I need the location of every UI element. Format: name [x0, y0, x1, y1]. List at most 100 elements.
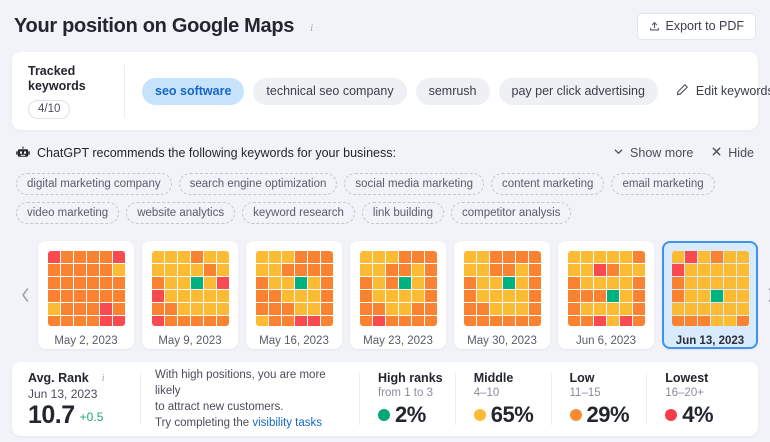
avg-rank-block: Avg. Rank i Jun 13, 2023 10.7 +0.5 — [28, 371, 140, 428]
heatmap-cell — [528, 316, 541, 326]
keyword-chip-technical-seo-company[interactable]: technical seo company — [253, 77, 407, 105]
heatmap-cell — [203, 303, 216, 315]
carousel-next-arrow[interactable] — [758, 239, 770, 351]
info-icon[interactable]: i — [310, 23, 313, 34]
heatmap-tile-date: Jun 13, 2023 — [675, 335, 745, 347]
heatmap-cell — [671, 277, 684, 289]
heatmap-cell — [632, 277, 645, 289]
hint-line-2: to attract new customers. — [155, 401, 284, 413]
hide-button[interactable]: Hide — [711, 146, 754, 160]
heatmap-cell — [411, 277, 424, 289]
recommended-keyword-chip[interactable]: digital marketing company — [16, 173, 172, 195]
heatmap-cell — [151, 290, 164, 302]
export-to-pdf-button[interactable]: Export to PDF — [636, 12, 756, 40]
heatmap-cell — [268, 264, 281, 276]
heatmap-tile[interactable]: May 30, 2023 — [454, 241, 550, 349]
heatmap-cell — [710, 264, 723, 276]
tracked-keywords-card: Tracked keywords 4/10 seo software techn… — [12, 52, 770, 130]
heatmap-cell — [281, 251, 294, 263]
heatmap-cell — [424, 277, 437, 289]
heatmap-cell — [190, 316, 203, 326]
heatmap-cell — [567, 264, 580, 276]
avg-rank-value-row: 10.7 +0.5 — [28, 402, 140, 428]
heatmap-cell — [112, 251, 125, 263]
recommended-keyword-chip[interactable]: link building — [361, 202, 444, 224]
keyword-chip-pay-per-click-advertising[interactable]: pay per click advertising — [498, 77, 658, 105]
show-more-button[interactable]: Show more — [613, 146, 693, 160]
heatmap-cell — [307, 290, 320, 302]
edit-keywords-button[interactable]: Edit keywords — [676, 83, 770, 99]
heatmap-tile[interactable]: May 9, 2023 — [142, 241, 238, 349]
heatmap-cell — [203, 251, 216, 263]
heatmap-cell — [515, 264, 528, 276]
recommended-keyword-chip[interactable]: keyword research — [242, 202, 355, 224]
heatmap-tile[interactable]: May 16, 2023 — [246, 241, 342, 349]
recommended-keyword-chip[interactable]: email marketing — [611, 173, 715, 195]
metric-label: High ranks — [378, 370, 443, 385]
avg-rank-delta: +0.5 — [79, 409, 104, 424]
recommended-keyword-chip[interactable]: video marketing — [16, 202, 120, 224]
heatmap-cell — [567, 251, 580, 263]
heatmap-cell — [320, 277, 333, 289]
heatmap-tile[interactable]: May 2, 2023 — [38, 241, 134, 349]
heatmap-cell — [528, 303, 541, 315]
heatmap-cell — [47, 277, 60, 289]
show-more-label: Show more — [630, 146, 694, 160]
recommended-keyword-chip[interactable]: website analytics — [126, 202, 236, 224]
tracked-keywords-label-line2: keywords — [28, 78, 86, 93]
heatmap-cell — [216, 316, 229, 326]
heatmap-grid — [671, 251, 749, 326]
visibility-tasks-link[interactable]: visibility tasks — [252, 417, 323, 429]
chatgpt-recommendations-header: ChatGPT recommends the following keyword… — [16, 142, 754, 164]
heatmap-cell — [86, 290, 99, 302]
heatmap-tile[interactable]: Jun 6, 2023 — [558, 241, 654, 349]
heatmap-tile[interactable]: May 23, 2023 — [350, 241, 446, 349]
heatmap-cell — [216, 277, 229, 289]
heatmap-cell — [736, 277, 749, 289]
heatmap-cell — [112, 316, 125, 326]
heatmap-cell — [398, 251, 411, 263]
heatmap-cell — [86, 251, 99, 263]
heatmap-cell — [619, 277, 632, 289]
heatmap-cell — [632, 303, 645, 315]
carousel-prev-arrow[interactable] — [12, 239, 38, 351]
avg-rank-info-icon[interactable]: i — [101, 372, 105, 384]
heatmap-tile-date: May 2, 2023 — [54, 335, 118, 347]
heatmap-grid — [255, 251, 333, 326]
robot-icon — [16, 146, 30, 160]
heatmap-cell — [528, 290, 541, 302]
heatmap-cell — [476, 316, 489, 326]
heatmap-tile-date: May 9, 2023 — [158, 335, 222, 347]
heatmap-cell — [359, 290, 372, 302]
heatmap-cell — [190, 264, 203, 276]
heatmap-cell — [671, 303, 684, 315]
chatgpt-recommendations-title: ChatGPT recommends the following keyword… — [37, 146, 396, 160]
hint-line-1: With high positions, you are more likely — [155, 369, 326, 397]
heatmap-cell — [307, 264, 320, 276]
keyword-chip-semrush[interactable]: semrush — [415, 77, 490, 105]
recommended-keyword-chip[interactable]: competitor analysis — [451, 202, 572, 224]
heatmap-cell — [567, 316, 580, 326]
heatmap-grid — [567, 251, 645, 326]
heatmap-cell — [190, 277, 203, 289]
heatmap-cell — [281, 277, 294, 289]
metric-value-row: 65% — [473, 402, 541, 428]
heatmap-cell — [60, 277, 73, 289]
recommended-keyword-chip[interactable]: content marketing — [491, 173, 605, 195]
metric-value-row: 2% — [378, 402, 445, 428]
heatmap-cell — [502, 251, 515, 263]
heatmap-grid — [151, 251, 229, 326]
heatmap-tile-date: May 30, 2023 — [467, 335, 537, 347]
metric-value: 29% — [586, 401, 630, 427]
heatmap-cell — [99, 277, 112, 289]
heatmap-cell — [86, 303, 99, 315]
keyword-chip-seo-software[interactable]: seo software — [142, 77, 245, 105]
metric-label: Low — [569, 370, 595, 385]
heatmap-cell — [606, 264, 619, 276]
recommended-keyword-chip[interactable]: social media marketing — [344, 173, 485, 195]
heatmap-cell — [203, 264, 216, 276]
metric-label: Lowest — [665, 370, 709, 385]
heatmap-cell — [710, 290, 723, 302]
recommended-keyword-chip[interactable]: search engine optimization — [178, 173, 338, 195]
heatmap-tile[interactable]: Jun 13, 2023 — [662, 241, 758, 349]
